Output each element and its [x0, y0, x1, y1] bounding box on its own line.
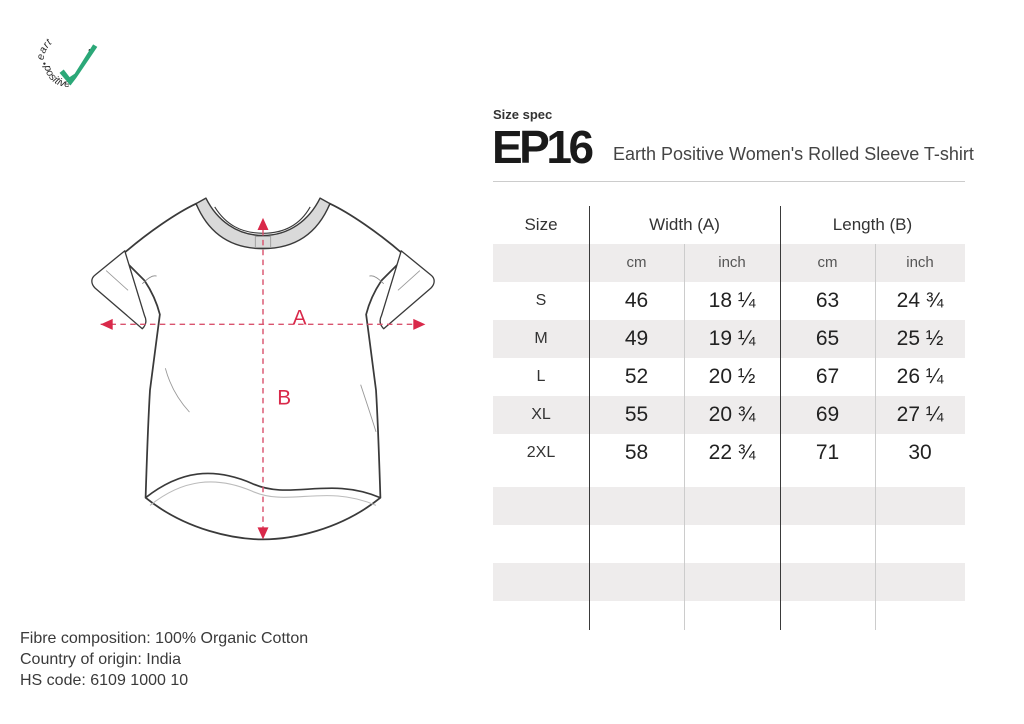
svg-text:B: B [277, 386, 291, 409]
svg-text:A: A [293, 306, 307, 329]
svg-text:eart: eart [36, 36, 55, 61]
